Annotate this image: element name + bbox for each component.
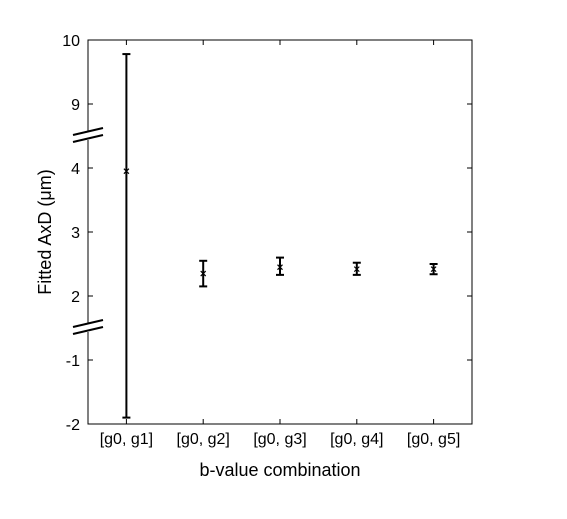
y-tick-label: 3 <box>71 225 80 242</box>
y-tick-label: -2 <box>66 417 80 434</box>
x-tick-label: [g0, g1] <box>100 431 153 448</box>
data-point <box>353 266 360 273</box>
x-tick-label: [g0, g2] <box>177 431 230 448</box>
data-point <box>200 270 207 277</box>
y-tick-label: -1 <box>66 353 80 370</box>
axis-breaks <box>72 127 104 335</box>
y-tick-label: 2 <box>71 289 80 306</box>
error-bar <box>122 53 131 419</box>
x-tick-label: [g0, g5] <box>407 431 460 448</box>
x-axis: [g0, g1] [g0, g2] [g0, g3] [g0, g4] [g0, g5] <box>100 40 460 448</box>
y-axis: 10 9 4 3 2 -1 -2 <box>62 33 472 434</box>
error-bar <box>276 256 284 276</box>
x-tick-label: [g0, g3] <box>253 431 306 448</box>
axis-break-mark <box>72 127 104 143</box>
y-tick-label: 4 <box>71 161 80 178</box>
x-axis-label: b-value combination <box>199 460 360 480</box>
y-tick-label: 9 <box>71 97 80 114</box>
data-point <box>277 264 283 271</box>
data-series <box>122 53 438 419</box>
y-axis-label: Fitted AxD (μm) <box>35 169 55 294</box>
plot-area <box>87 39 473 425</box>
x-tick-label: [g0, g4] <box>330 431 383 448</box>
y-tick-label: 10 <box>62 33 80 50</box>
axis-break-mark <box>72 319 104 335</box>
data-point <box>430 266 437 273</box>
data-point <box>123 168 130 175</box>
